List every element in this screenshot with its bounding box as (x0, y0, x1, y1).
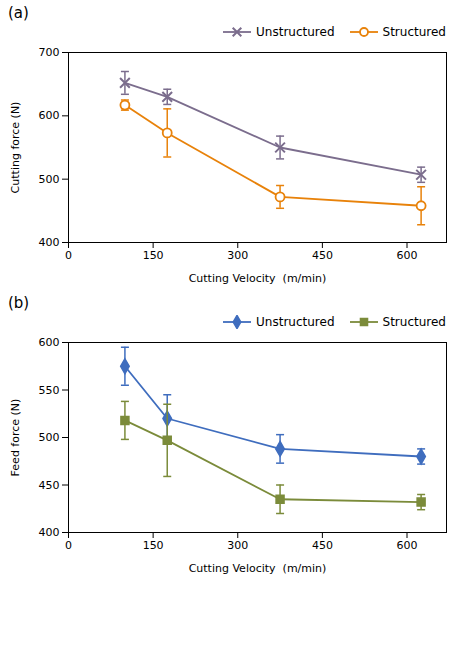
svg-text:400: 400 (39, 236, 60, 249)
svg-text:400: 400 (39, 526, 60, 539)
svg-text:600: 600 (39, 109, 60, 122)
svg-text:500: 500 (39, 431, 60, 444)
svg-text:Cutting Velocity (m/min): Cutting Velocity (m/min) (189, 562, 327, 575)
html-text:(a): (a) (8, 4, 29, 22)
svg-text:500: 500 (39, 173, 60, 186)
svg-text:Feed force (N): Feed force (N) (9, 399, 22, 477)
svg-text:150: 150 (143, 539, 164, 552)
html-text:(b): (b) (8, 294, 30, 312)
html-text:Unstructured: Unstructured (256, 25, 335, 39)
svg-text:700: 700 (39, 46, 60, 59)
svg-text:Cutting force (N): Cutting force (N) (9, 102, 22, 194)
svg-text:150: 150 (143, 249, 164, 262)
svg-text:450: 450 (312, 249, 333, 262)
svg-text:600: 600 (39, 336, 60, 349)
svg-text:450: 450 (312, 539, 333, 552)
svg-text:300: 300 (227, 249, 248, 262)
svg-text:300: 300 (227, 539, 248, 552)
svg-text:450: 450 (39, 479, 60, 492)
svg-text:600: 600 (397, 539, 418, 552)
html-text:Unstructured: Unstructured (256, 315, 335, 329)
html-text:Structured: Structured (382, 25, 446, 39)
svg-text:0: 0 (65, 539, 72, 552)
svg-text:Cutting Velocity (m/min): Cutting Velocity (m/min) (189, 272, 327, 285)
svg-text:550: 550 (39, 384, 60, 397)
svg-text:600: 600 (397, 249, 418, 262)
html-text:Structured: Structured (382, 315, 446, 329)
svg-text:0: 0 (65, 249, 72, 262)
